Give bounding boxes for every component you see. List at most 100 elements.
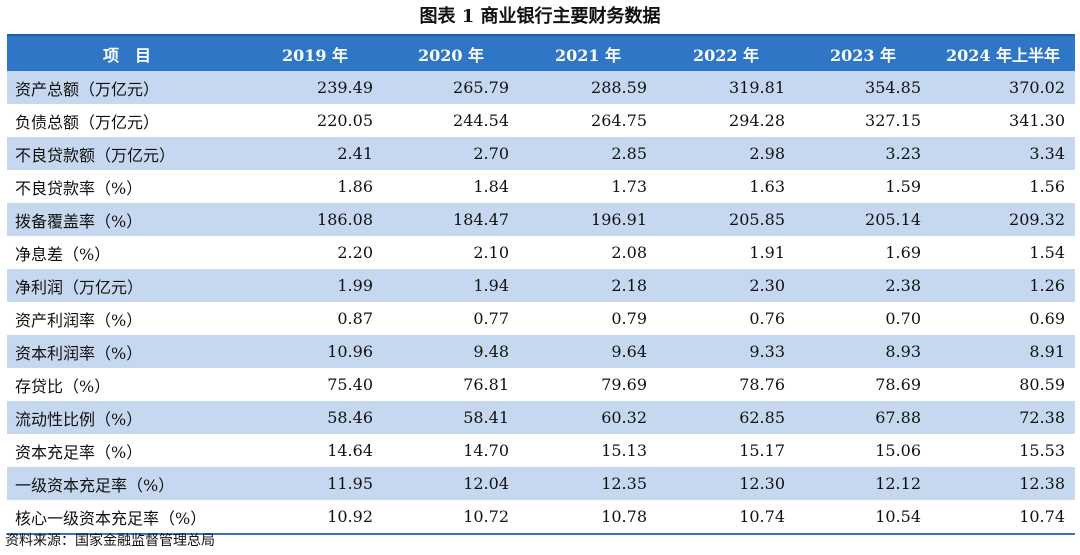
table-cell: 12.30 (657, 467, 795, 500)
table-cell: 2.38 (795, 269, 931, 302)
table-cell: 1.54 (931, 236, 1075, 269)
table-cell: 2.10 (383, 236, 519, 269)
table-cell: 0.76 (657, 302, 795, 335)
table-cell: 2.70 (383, 137, 519, 170)
row-label: 不良贷款额（万亿元） (7, 137, 247, 170)
source-note: 资料来源：国家金融监督管理总局 (5, 533, 215, 549)
table-row: 存贷比（%） 75.40 76.81 79.69 78.76 78.69 80.59 (7, 368, 1075, 401)
column-header-2020: 2020 年 (383, 34, 519, 71)
table-row: 资本利润率（%） 10.96 9.48 9.64 9.33 8.93 8.91 (7, 335, 1075, 368)
table-cell: 205.85 (657, 203, 795, 236)
table-cell: 0.77 (383, 302, 519, 335)
table-cell: 2.08 (519, 236, 657, 269)
table-row: 拨备覆盖率（%） 186.08 184.47 196.91 205.85 205.14 20… (7, 203, 1075, 236)
table-cell: 10.92 (247, 500, 383, 535)
row-label: 资本充足率（%） (7, 434, 247, 467)
table-cell: 78.76 (657, 368, 795, 401)
table-cell: 15.06 (795, 434, 931, 467)
table-row: 核心一级资本充足率（%） 10.92 10.72 10.78 10.74 10.54 10.… (7, 500, 1075, 535)
table-row: 负债总额（万亿元） 220.05 244.54 264.75 294.28 327.15 3… (7, 104, 1075, 137)
table-cell: 15.13 (519, 434, 657, 467)
row-label: 资本利润率（%） (7, 335, 247, 368)
table-cell: 78.69 (795, 368, 931, 401)
row-label: 负债总额（万亿元） (7, 104, 247, 137)
table-row: 流动性比例（%） 58.46 58.41 60.32 62.85 67.88 72.38 (7, 401, 1075, 434)
table-cell: 15.53 (931, 434, 1075, 467)
table-cell: 3.23 (795, 137, 931, 170)
table-cell: 76.81 (383, 368, 519, 401)
column-header-2022: 2022 年 (657, 34, 795, 71)
table-cell: 9.64 (519, 335, 657, 368)
column-header-2024h1: 2024 年上半年 (931, 34, 1075, 71)
table-cell: 15.17 (657, 434, 795, 467)
table-row: 资产利润率（%） 0.87 0.77 0.79 0.76 0.70 0.69 (7, 302, 1075, 335)
table-cell: 354.85 (795, 71, 931, 104)
table-cell: 0.69 (931, 302, 1075, 335)
table-cell: 10.74 (657, 500, 795, 535)
table-cell: 11.95 (247, 467, 383, 500)
table-cell: 1.86 (247, 170, 383, 203)
column-header-2021: 2021 年 (519, 34, 657, 71)
table-cell: 2.41 (247, 137, 383, 170)
table-cell: 264.75 (519, 104, 657, 137)
table-cell: 1.69 (795, 236, 931, 269)
table-cell: 1.94 (383, 269, 519, 302)
row-label: 存贷比（%） (7, 368, 247, 401)
table-cell: 0.87 (247, 302, 383, 335)
table-cell: 294.28 (657, 104, 795, 137)
table-cell: 370.02 (931, 71, 1075, 104)
table-cell: 2.30 (657, 269, 795, 302)
table-cell: 72.38 (931, 401, 1075, 434)
table-cell: 10.78 (519, 500, 657, 535)
row-label: 拨备覆盖率（%） (7, 203, 247, 236)
table-cell: 14.70 (383, 434, 519, 467)
table-cell: 79.69 (519, 368, 657, 401)
row-label: 资产利润率（%） (7, 302, 247, 335)
table-cell: 265.79 (383, 71, 519, 104)
table-cell: 1.26 (931, 269, 1075, 302)
table-cell: 2.85 (519, 137, 657, 170)
table-cell: 10.72 (383, 500, 519, 535)
table-cell: 2.98 (657, 137, 795, 170)
table-cell: 62.85 (657, 401, 795, 434)
table-cell: 14.64 (247, 434, 383, 467)
table-cell: 220.05 (247, 104, 383, 137)
table-header-row: 项 目 2019 年 2020 年 2021 年 2022 年 2023 年 2… (7, 34, 1075, 71)
table-cell: 8.93 (795, 335, 931, 368)
table-cell: 244.54 (383, 104, 519, 137)
table-cell: 196.91 (519, 203, 657, 236)
table-cell: 288.59 (519, 71, 657, 104)
row-label: 核心一级资本充足率（%） (7, 500, 247, 535)
table-row: 净利润（万亿元） 1.99 1.94 2.18 2.30 2.38 1.26 (7, 269, 1075, 302)
table-cell: 1.63 (657, 170, 795, 203)
table-cell: 327.15 (795, 104, 931, 137)
row-label: 资产总额（万亿元） (7, 71, 247, 104)
table-cell: 60.32 (519, 401, 657, 434)
table-cell: 3.34 (931, 137, 1075, 170)
table-cell: 12.12 (795, 467, 931, 500)
table-cell: 1.56 (931, 170, 1075, 203)
table-cell: 1.91 (657, 236, 795, 269)
table-row: 资本充足率（%） 14.64 14.70 15.13 15.17 15.06 15.53 (7, 434, 1075, 467)
table-cell: 1.99 (247, 269, 383, 302)
table-cell: 9.48 (383, 335, 519, 368)
table-row: 不良贷款率（%） 1.86 1.84 1.73 1.63 1.59 1.56 (7, 170, 1075, 203)
table-cell: 9.33 (657, 335, 795, 368)
table-cell: 319.81 (657, 71, 795, 104)
table-cell: 0.70 (795, 302, 931, 335)
table-cell: 10.54 (795, 500, 931, 535)
table-row: 不良贷款额（万亿元） 2.41 2.70 2.85 2.98 3.23 3.34 (7, 137, 1075, 170)
table-row: 资产总额（万亿元） 239.49 265.79 288.59 319.81 354.85 3… (7, 71, 1075, 104)
table-cell: 8.91 (931, 335, 1075, 368)
table-cell: 12.04 (383, 467, 519, 500)
column-header-2019: 2019 年 (247, 34, 383, 71)
financial-data-table: 项 目 2019 年 2020 年 2021 年 2022 年 2023 年 2… (7, 34, 1075, 535)
table-cell: 80.59 (931, 368, 1075, 401)
row-label: 流动性比例（%） (7, 401, 247, 434)
row-label: 不良贷款率（%） (7, 170, 247, 203)
table-cell: 67.88 (795, 401, 931, 434)
column-header-2023: 2023 年 (795, 34, 931, 71)
table-title: 图表 1 商业银行主要财务数据 (419, 6, 661, 27)
column-header-item: 项 目 (7, 34, 247, 71)
table-cell: 10.96 (247, 335, 383, 368)
